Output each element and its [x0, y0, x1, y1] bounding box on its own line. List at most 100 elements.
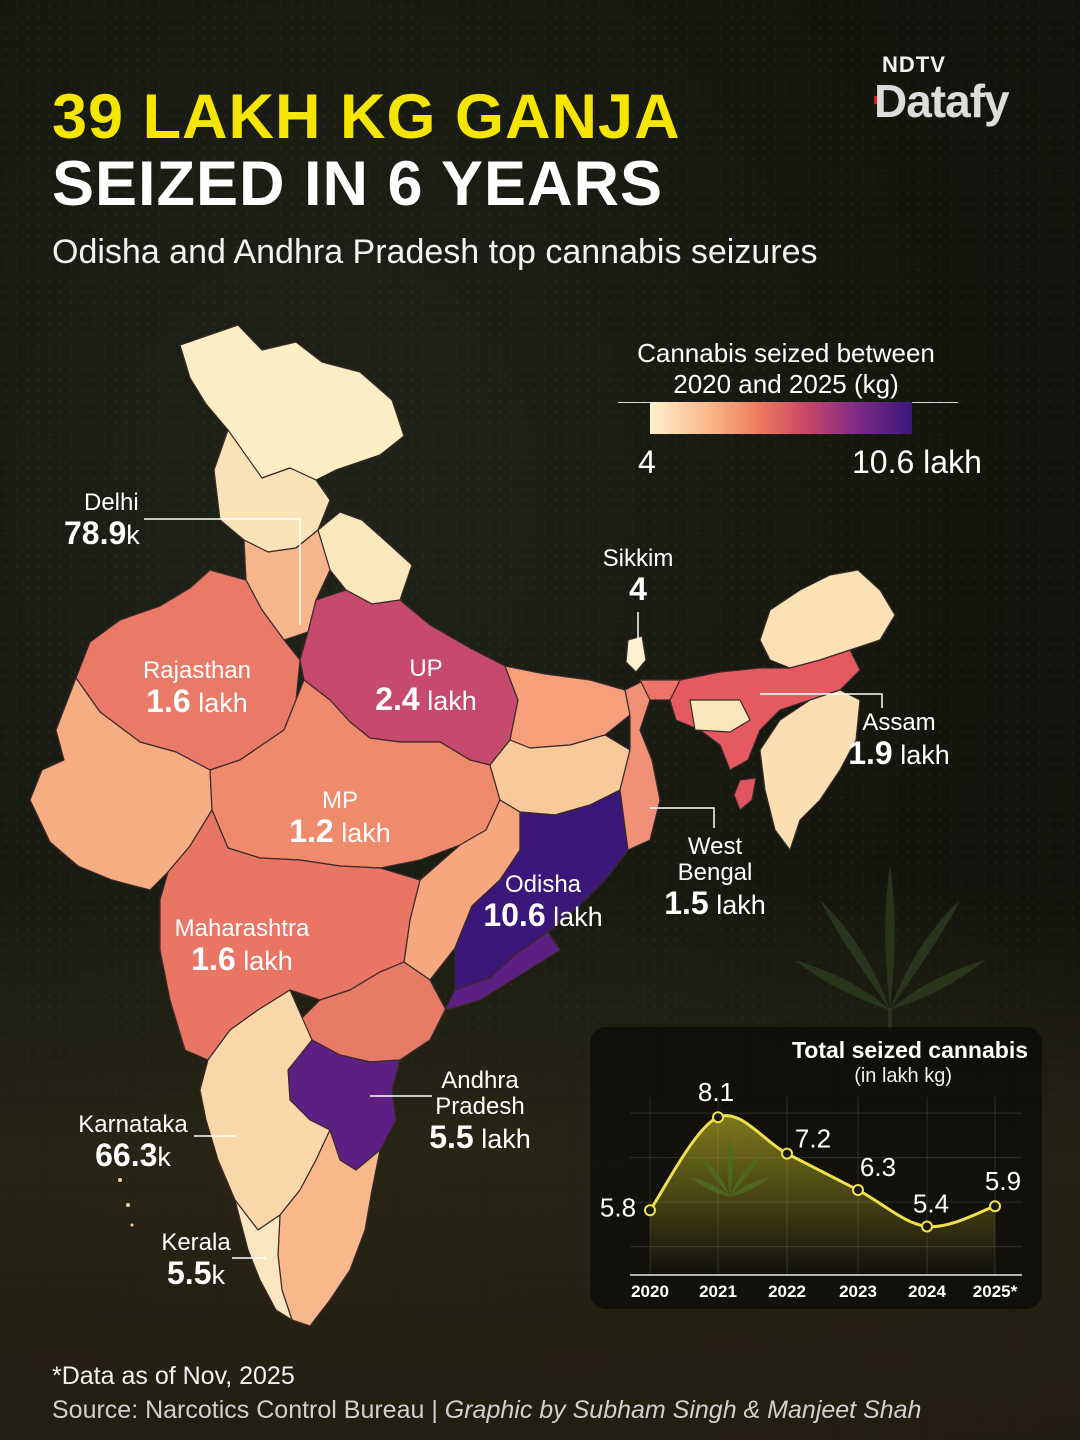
region-kerala: [234, 1199, 293, 1321]
data-point-2024: [921, 1220, 933, 1233]
legend-title-line-2: 2020 and 2025 (kg): [673, 369, 899, 399]
label-up-name: UP: [409, 655, 443, 682]
line-chart-subtitle: (in lakh kg): [854, 1065, 952, 1087]
label-up-unit: lakh: [419, 686, 477, 716]
label-andhra-unit: lakh: [473, 1124, 531, 1154]
label-kerala: Kerala 5.5k: [150, 1230, 242, 1292]
label-up: UP 2.4 lakh: [356, 656, 496, 718]
label-sikkim-value: 4: [629, 571, 647, 607]
data-label-2023: 6.3: [860, 1152, 896, 1182]
label-mp-name: MP: [322, 787, 358, 814]
legend-title-line-1: Cannabis seized between: [637, 338, 935, 368]
label-delhi-name: Delhi: [84, 489, 139, 516]
label-kerala-name: Kerala: [161, 1229, 231, 1256]
label-west-bengal: West Bengal 1.5 lakh: [650, 834, 780, 922]
label-assam-name: Assam: [862, 709, 936, 736]
label-delhi: Delhi 78.9k: [64, 490, 140, 552]
x-tick-2024: 2024: [908, 1282, 946, 1301]
line-chart-title: Total seized cannabis: [791, 1037, 1028, 1063]
line-chart: 5.8 8.1 7.2 6.3 5.4 5.9 2020 2021 2022 2023 2024 2…: [600, 1077, 1022, 1301]
label-delhi-value: 78.9: [64, 515, 127, 551]
label-karnataka-name: Karnataka: [78, 1111, 188, 1138]
data-point-2021: [712, 1111, 724, 1124]
region-gujarat: [29, 677, 213, 891]
label-maharashtra: Maharashtra 1.6 lakh: [162, 916, 322, 978]
label-karnataka: Karnataka 66.3k: [68, 1112, 198, 1174]
label-sikkim: Sikkim 4: [592, 546, 684, 608]
label-rajasthan-unit: lakh: [190, 688, 248, 718]
label-mp-unit: lakh: [333, 818, 391, 848]
label-maharashtra-name: Maharashtra: [174, 915, 310, 942]
label-andhra-name-2: Pradesh: [435, 1093, 525, 1120]
label-rajasthan: Rajasthan 1.6 lakh: [124, 658, 270, 720]
title-line-2: SEIZED IN 6 YEARS: [52, 149, 664, 219]
data-label-2021: 8.1: [698, 1077, 734, 1107]
region-arunachal: [759, 569, 896, 669]
label-up-value: 2.4: [375, 681, 420, 717]
total-seized-panel: Total seized cannabis (in lakh kg) 5.8 8.…: [590, 1027, 1042, 1309]
region-northeast-others: [759, 689, 861, 851]
brand-dot-icon: [874, 96, 882, 104]
legend-title: Cannabis seized between 2020 and 2025 (k…: [600, 338, 972, 400]
region-uttarakhand: [317, 511, 413, 605]
x-tick-2022: 2022: [768, 1282, 806, 1301]
x-tick-2023: 2023: [839, 1282, 877, 1301]
region-siliguri: [639, 679, 681, 701]
region-jammu-kashmir: [179, 324, 405, 481]
x-tick-2021: 2021: [699, 1282, 737, 1301]
data-point-2023: [852, 1184, 864, 1197]
cannabis-leaf-icon: [795, 865, 985, 1030]
label-rajasthan-name: Rajasthan: [142, 657, 252, 684]
label-assam-value: 1.9: [848, 735, 893, 771]
label-kerala-value: 5.5: [167, 1255, 212, 1291]
label-west-bengal-unit: lakh: [708, 890, 766, 920]
label-sikkim-name: Sikkim: [602, 545, 674, 572]
label-assam: Assam 1.9 lakh: [834, 710, 964, 772]
data-label-2020: 5.8: [600, 1192, 636, 1222]
subtitle: Odisha and Andhra Pradesh top cannabis s…: [52, 233, 818, 271]
data-label-2022: 7.2: [795, 1124, 831, 1154]
data-point-2025: [989, 1200, 1001, 1213]
label-west-bengal-value: 1.5: [664, 885, 709, 921]
data-point-2022: [781, 1147, 793, 1160]
legend-gradient-bar: [650, 402, 912, 434]
footnote: *Data as of Nov, 2025: [52, 1362, 295, 1390]
data-point-2020: [644, 1204, 656, 1217]
region-meghalaya: [689, 699, 751, 733]
legend-min-label: 4: [638, 444, 656, 480]
label-west-bengal-name-2: Bengal: [677, 859, 753, 886]
source-text: Source: Narcotics Control Bureau |: [52, 1396, 445, 1424]
region-sikkim: [625, 635, 647, 673]
source-line: Source: Narcotics Control Bureau | Graph…: [52, 1396, 921, 1425]
small-leaf-icon: [690, 1137, 770, 1197]
label-andhra-pradesh: Andhra Pradesh 5.5 lakh: [410, 1068, 550, 1156]
label-delhi-unit: k: [126, 520, 140, 550]
line-chart-area: [650, 1115, 995, 1275]
label-mp: MP 1.2 lakh: [272, 788, 408, 850]
label-andhra-value: 5.5: [429, 1119, 474, 1155]
data-label-2024: 5.4: [913, 1188, 949, 1218]
label-odisha-name: Odisha: [504, 871, 582, 898]
label-kerala-unit: k: [211, 1260, 225, 1290]
label-maharashtra-value: 1.6: [191, 941, 236, 977]
x-tick-2025: 2025*: [973, 1282, 1018, 1301]
label-west-bengal-name-1: West: [687, 833, 743, 860]
label-karnataka-unit: k: [157, 1142, 171, 1172]
credit-text: Graphic by Subham Singh & Manjeet Shah: [444, 1396, 922, 1424]
region-bihar: [504, 665, 631, 749]
legend-max-label: 10.6 lakh: [852, 444, 982, 480]
brand-bottom: Datafy: [874, 75, 1010, 127]
label-andhra-name-1: Andhra: [441, 1067, 519, 1094]
label-odisha-value: 10.6: [483, 897, 546, 933]
brand-logo: NDTV Datafy: [870, 52, 1030, 127]
label-assam-unit: lakh: [892, 740, 950, 770]
leader-delhi: [144, 518, 301, 625]
label-rajasthan-value: 1.6: [146, 683, 191, 719]
label-maharashtra-unit: lakh: [235, 946, 293, 976]
label-odisha: Odisha 10.6 lakh: [468, 872, 618, 934]
region-tripura: [733, 777, 757, 811]
map-legend: Cannabis seized between 2020 and 2025 (k…: [600, 338, 1000, 488]
leader-assam: [760, 693, 883, 708]
title-line-1: 39 LAKH KG GANJA: [52, 82, 681, 152]
